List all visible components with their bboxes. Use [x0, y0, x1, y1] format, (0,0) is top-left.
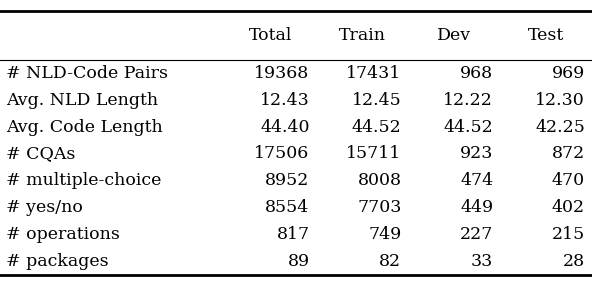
Text: 17506: 17506 — [255, 145, 310, 162]
Text: Test: Test — [528, 27, 564, 44]
Text: 15711: 15711 — [346, 145, 401, 162]
Text: # NLD-Code Pairs: # NLD-Code Pairs — [6, 65, 168, 82]
Text: 12.45: 12.45 — [352, 92, 401, 109]
Text: Dev: Dev — [437, 27, 471, 44]
Text: 33: 33 — [471, 253, 493, 270]
Text: 8554: 8554 — [265, 199, 310, 216]
Text: Train: Train — [339, 27, 386, 44]
Text: 402: 402 — [552, 199, 585, 216]
Text: 7703: 7703 — [357, 199, 401, 216]
Text: 817: 817 — [276, 226, 310, 243]
Text: # operations: # operations — [6, 226, 120, 243]
Text: 969: 969 — [552, 65, 585, 82]
Text: 449: 449 — [460, 199, 493, 216]
Text: 12.30: 12.30 — [535, 92, 585, 109]
Text: # yes/no: # yes/no — [6, 199, 83, 216]
Text: 12.43: 12.43 — [260, 92, 310, 109]
Text: 44.52: 44.52 — [352, 119, 401, 136]
Text: 44.40: 44.40 — [260, 119, 310, 136]
Text: # CQAs: # CQAs — [6, 145, 75, 162]
Text: 474: 474 — [460, 172, 493, 189]
Text: 12.22: 12.22 — [443, 92, 493, 109]
Text: 19368: 19368 — [255, 65, 310, 82]
Text: 89: 89 — [288, 253, 310, 270]
Text: 42.25: 42.25 — [535, 119, 585, 136]
Text: 470: 470 — [552, 172, 585, 189]
Text: 28: 28 — [563, 253, 585, 270]
Text: Avg. Code Length: Avg. Code Length — [6, 119, 163, 136]
Text: 82: 82 — [379, 253, 401, 270]
Text: # multiple-choice: # multiple-choice — [6, 172, 161, 189]
Text: 227: 227 — [460, 226, 493, 243]
Text: # packages: # packages — [6, 253, 108, 270]
Text: 8008: 8008 — [358, 172, 401, 189]
Text: 8952: 8952 — [265, 172, 310, 189]
Text: 749: 749 — [368, 226, 401, 243]
Text: 215: 215 — [552, 226, 585, 243]
Text: 872: 872 — [552, 145, 585, 162]
Text: 17431: 17431 — [346, 65, 401, 82]
Text: 44.52: 44.52 — [443, 119, 493, 136]
Text: 923: 923 — [460, 145, 493, 162]
Text: 968: 968 — [460, 65, 493, 82]
Text: Total: Total — [249, 27, 292, 44]
Text: Avg. NLD Length: Avg. NLD Length — [6, 92, 158, 109]
